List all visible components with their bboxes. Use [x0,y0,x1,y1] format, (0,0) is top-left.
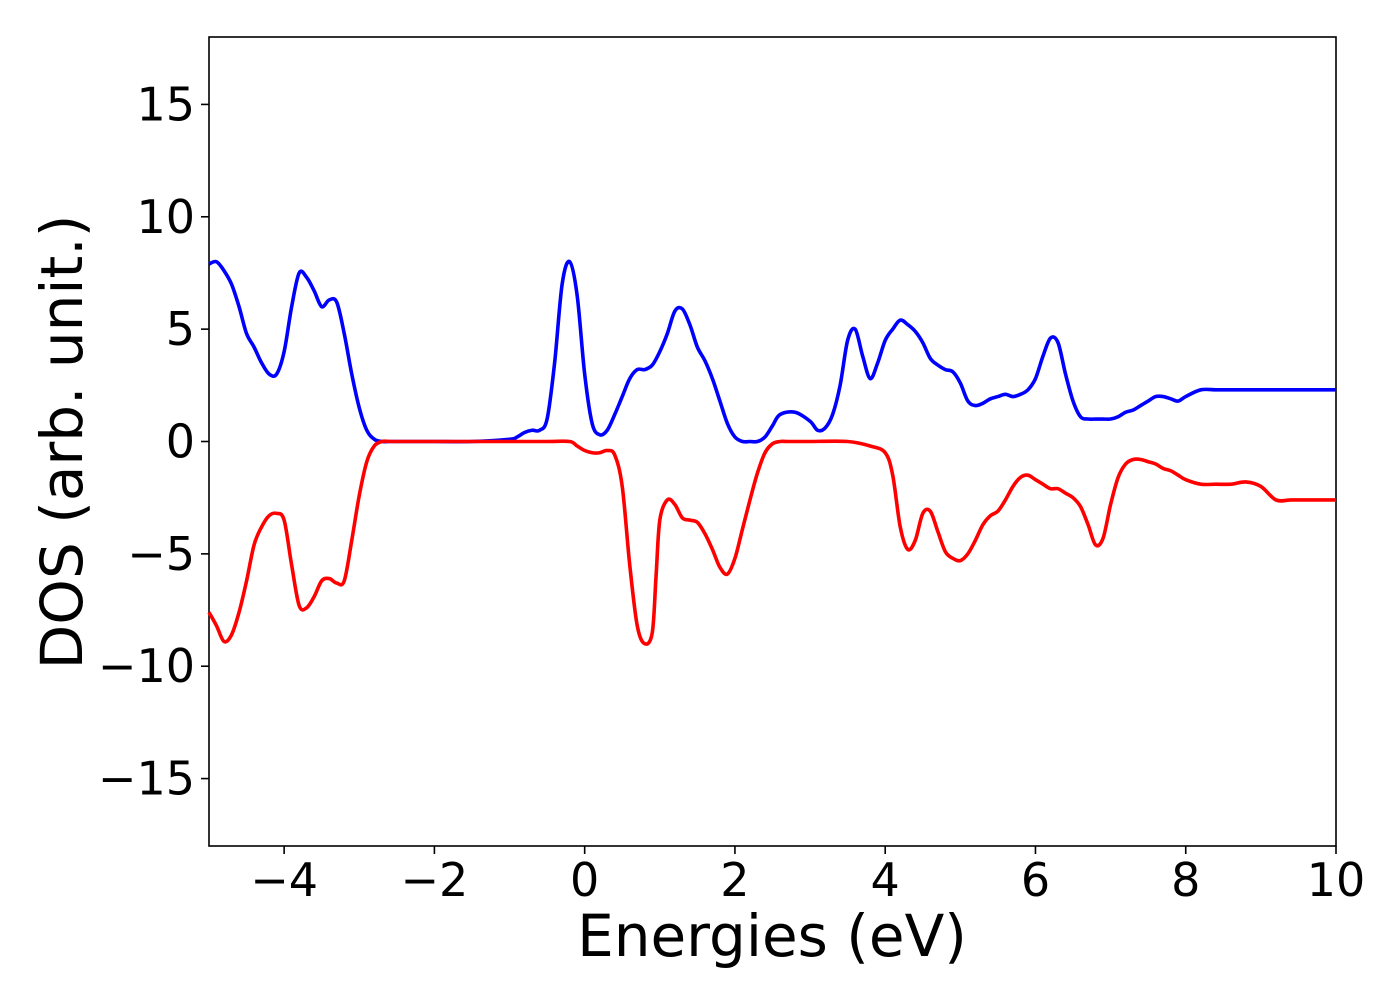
y-tick-label: 15 [136,77,195,131]
x-tick-label: −2 [400,853,468,907]
spin-up-line [208,259,1336,444]
y-tick-label: −10 [98,639,195,693]
y-tick-label: 0 [166,415,195,469]
x-tick-label: 4 [871,853,900,907]
x-tick-label: 2 [720,853,749,907]
series-layer [207,259,1336,646]
x-tick-label: 6 [1021,853,1050,907]
y-tick-label: 10 [136,190,195,244]
x-tick-label: 10 [1307,853,1366,907]
y-axis-ticks: 15 10 5 0 −5 −10 −15 [98,77,209,806]
y-tick-label: −5 [127,527,195,581]
x-tick-label: 0 [570,853,599,907]
x-tick-label: −4 [250,853,318,907]
spin-down-line [207,439,1336,646]
x-tick-label: 8 [1171,853,1200,907]
y-tick-label: −15 [98,752,195,806]
x-axis-title: Energies (eV) [577,902,967,970]
x-axis-ticks: −4 −2 0 2 4 6 8 10 [250,846,1365,907]
y-axis-title: DOS (arb. unit.) [28,215,96,670]
y-tick-label: 5 [166,302,195,356]
